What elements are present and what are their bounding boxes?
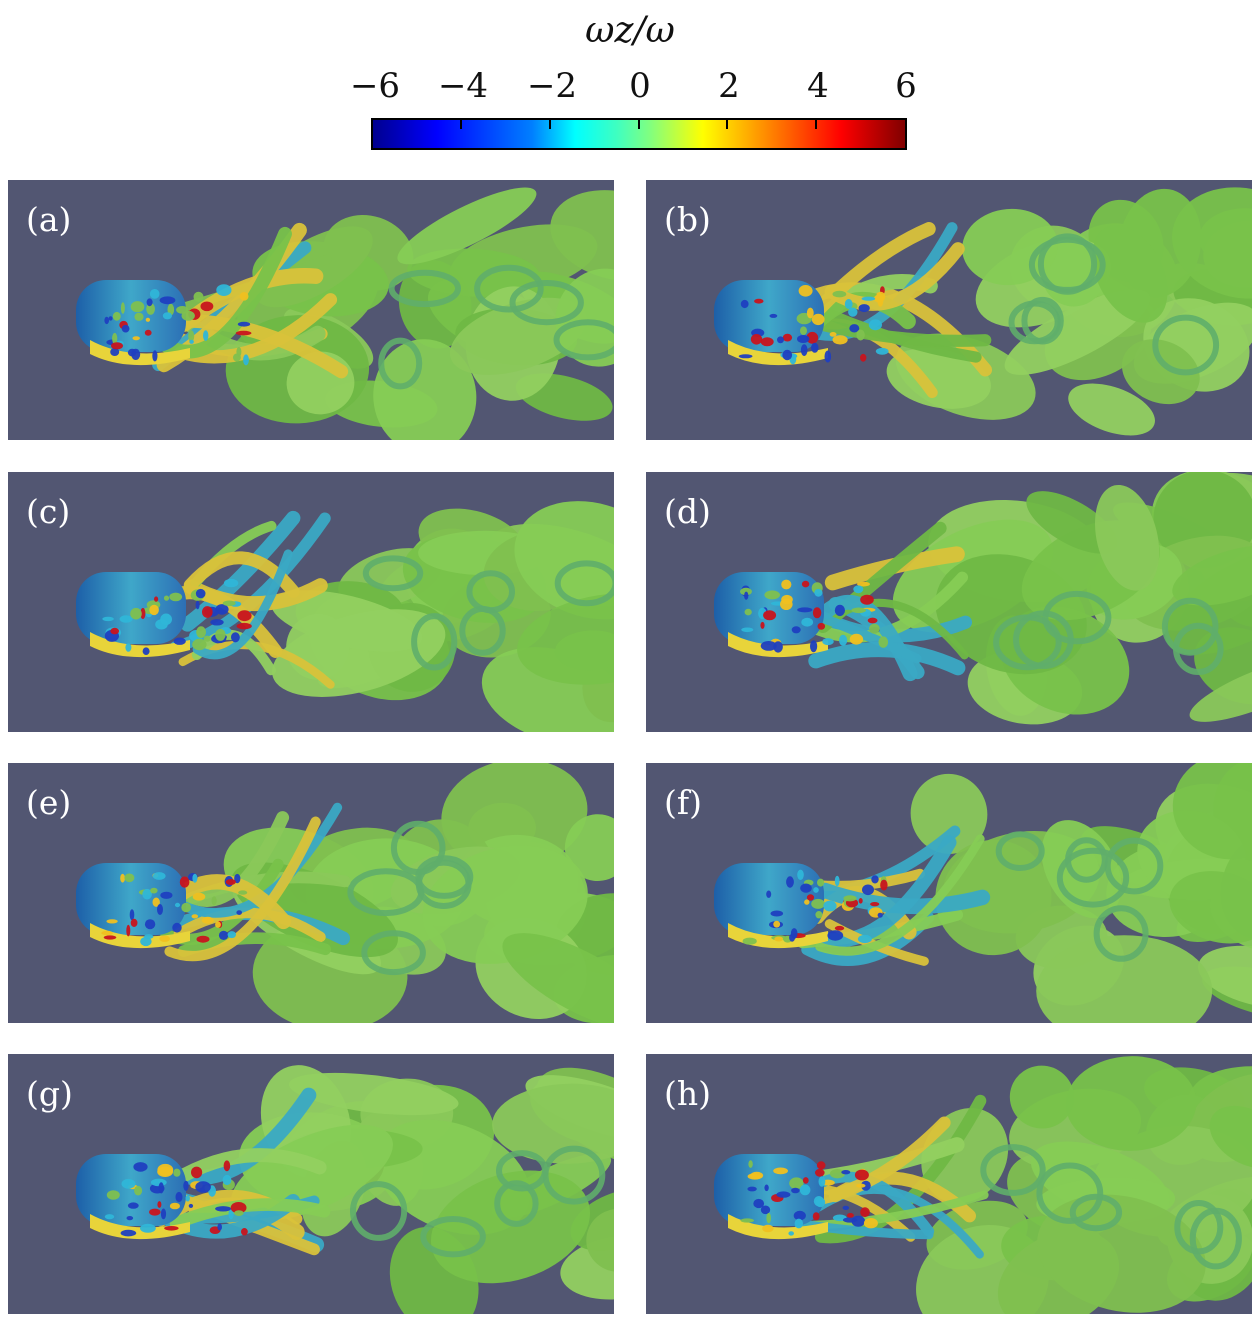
- panel-label: (f): [664, 783, 702, 822]
- panel-label: (h): [664, 1074, 712, 1113]
- colorbar-tick-mark: [460, 120, 462, 129]
- colorbar-tick-mark: [726, 120, 728, 129]
- panel-label: (b): [664, 200, 711, 239]
- panel-label: (d): [664, 492, 711, 531]
- panel-label: (c): [26, 492, 71, 531]
- vortex-wake-image: [76, 501, 614, 732]
- panel-h: (h): [646, 1054, 1252, 1314]
- panel-label: (a): [26, 200, 72, 239]
- panel-a: (a): [8, 180, 614, 440]
- vortex-wake-image: [714, 763, 1252, 1023]
- colorbar-tick-label: −2: [526, 66, 578, 106]
- colorbar-title: ωz/ω: [585, 10, 675, 51]
- colorbar: [371, 118, 907, 150]
- colorbar-tick-mark: [638, 120, 640, 129]
- panel-g: (g): [8, 1054, 614, 1314]
- vortex-wake-image: [714, 1056, 1252, 1314]
- vortex-wake-image: [76, 763, 614, 1023]
- panel-label: (e): [26, 783, 72, 822]
- colorbar-tick-mark: [549, 120, 551, 129]
- panel-c: (c): [8, 472, 614, 732]
- panel-d: (d): [646, 472, 1252, 732]
- vortex-wake-image: [76, 1065, 614, 1314]
- panel-label: (g): [26, 1074, 73, 1113]
- panel-f: (f): [646, 763, 1252, 1023]
- colorbar-tick-label: −4: [437, 66, 489, 106]
- vortex-wake-image: [714, 187, 1252, 436]
- colorbar-tick-label: 6: [895, 66, 917, 106]
- colorbar-tick-label: 2: [718, 66, 740, 106]
- colorbar-tick-label: −6: [349, 66, 401, 106]
- panel-e: (e): [8, 763, 614, 1023]
- colorbar-tick-mark: [815, 120, 817, 129]
- colorbar-tick-label: 4: [807, 66, 829, 106]
- panel-b: (b): [646, 180, 1252, 440]
- colorbar-tick-label: 0: [629, 66, 651, 106]
- vortex-wake-image: [76, 187, 614, 440]
- vortex-wake-image: [714, 472, 1252, 725]
